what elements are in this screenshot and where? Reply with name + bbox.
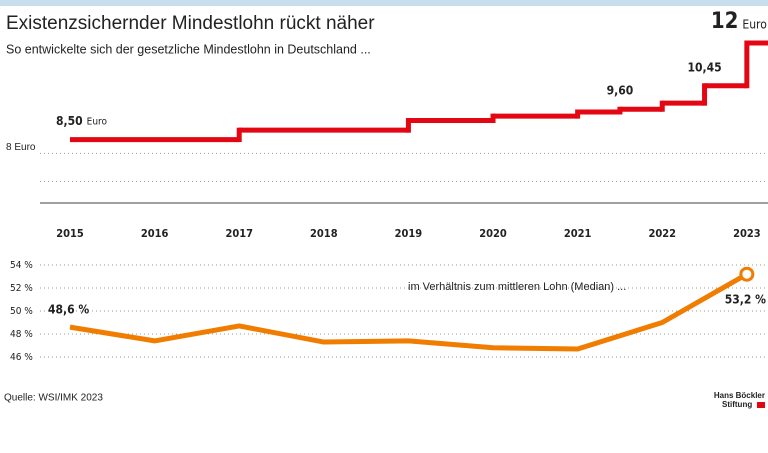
value-label: 53,2 % [725, 293, 766, 307]
y-tick-label: 8 Euro [6, 142, 36, 153]
y-tick-label: 50 % [10, 306, 33, 317]
end-marker [739, 266, 755, 282]
chart-title: Existenzsichernder Mindestlohn rückt näh… [6, 13, 375, 34]
y-tick-label: 52 % [10, 283, 33, 294]
line [69, 272, 749, 352]
value-label: 8,50 [56, 114, 83, 128]
top-bar [0, 0, 768, 6]
value-label: 9,60 [607, 84, 634, 98]
logo-text: Stiftung [722, 400, 752, 409]
x-tick-label: 2020 [479, 227, 507, 240]
y-tick-label: 46 % [10, 352, 33, 363]
y-tick-label: 54 % [10, 260, 33, 271]
logo-text: Hans Böckler [714, 391, 765, 400]
chart-subtitle: So entwickelte sich der gesetzliche Mind… [6, 42, 371, 56]
x-tick-label: 2015 [56, 227, 84, 240]
x-tick-label: 2016 [141, 227, 169, 240]
source: Quelle: WSI/IMK 2023 [4, 393, 103, 404]
value-label: 10,45 [687, 60, 721, 74]
x-tick-label: 2018 [310, 227, 338, 240]
x-tick-label: 2023 [733, 227, 761, 240]
x-tick-label: 2017 [225, 227, 253, 240]
x-tick-label: 2021 [564, 227, 592, 240]
x-tick-label: 2019 [395, 227, 423, 240]
value-label: 48,6 % [48, 303, 89, 317]
unit-label: Euro [742, 18, 767, 32]
x-tick-label: 2022 [648, 227, 676, 240]
logo-mark [757, 402, 765, 408]
y-tick-label: 48 % [10, 329, 33, 340]
annotation: im Verhältnis zum mittleren Lohn (Median… [408, 281, 626, 293]
value-label: 12 [711, 9, 739, 34]
unit-label: Euro [87, 117, 108, 128]
